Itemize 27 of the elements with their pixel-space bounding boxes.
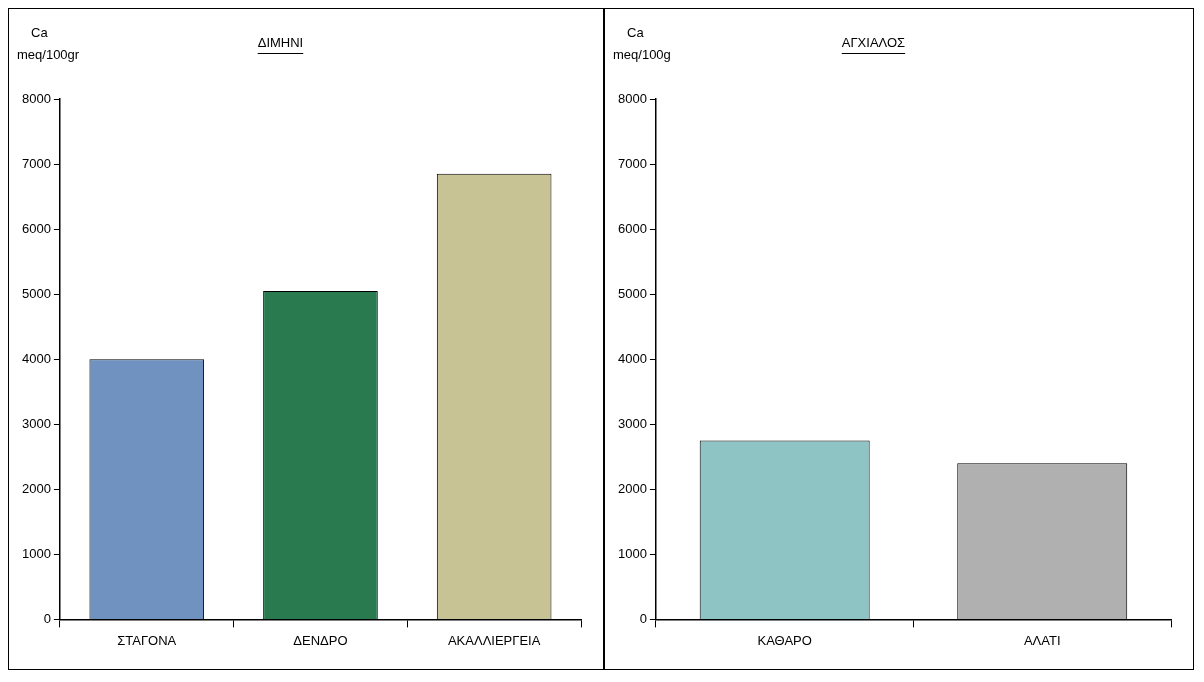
y-tick-label: 3000 bbox=[22, 415, 51, 431]
y-tick-label: 6000 bbox=[618, 220, 647, 236]
y-tick-label: 5000 bbox=[618, 285, 647, 301]
chart-title: ΑΓΧΙΑΛΟΣ bbox=[841, 35, 906, 51]
y-tick-label: 0 bbox=[43, 610, 51, 626]
y-tick-label: 1000 bbox=[618, 545, 647, 561]
x-tick-label: ΑΛΑΤΙ bbox=[1023, 632, 1061, 648]
y-tick-label: 2000 bbox=[22, 480, 51, 496]
y-tick-label: 5000 bbox=[22, 285, 51, 301]
y-tick-label: 4000 bbox=[618, 350, 647, 366]
y-tick-label: 2000 bbox=[618, 480, 647, 496]
y-tick-label: 8000 bbox=[22, 90, 51, 106]
y-tick-label: 6000 bbox=[22, 220, 51, 236]
x-tick-label: ΣΤΑΓΟΝΑ bbox=[117, 632, 177, 648]
y-tick-label: 0 bbox=[639, 610, 647, 626]
y-tick-label: 8000 bbox=[618, 90, 647, 106]
chart-title: ΔΙΜΗΝΙ bbox=[257, 35, 304, 51]
y-axis-title: Ca meq/100g bbox=[613, 25, 671, 63]
y-tick-label: 1000 bbox=[22, 545, 51, 561]
y-tick-label: 7000 bbox=[618, 155, 647, 171]
x-tick-label: ΚΑΘΑΡΟ bbox=[757, 632, 812, 648]
x-tick-label: ΔΕΝΔΡΟ bbox=[293, 632, 348, 648]
y-tick-label: 3000 bbox=[618, 415, 647, 431]
x-tick-label: ΑΚΑΛΛΙΕΡΓΕΙΑ bbox=[447, 632, 541, 648]
y-axis-title: Ca meq/100gr bbox=[17, 25, 80, 63]
y-tick-label: 4000 bbox=[22, 350, 51, 366]
y-tick-label: 7000 bbox=[22, 155, 51, 171]
